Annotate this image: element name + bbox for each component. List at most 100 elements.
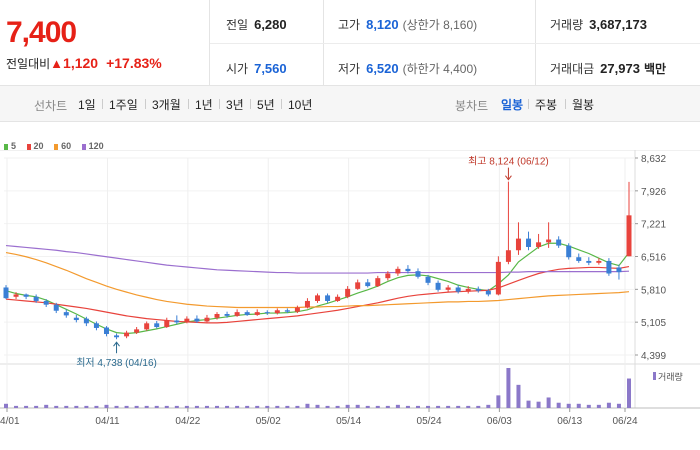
volume-bar	[134, 405, 139, 408]
volume-bar	[275, 405, 280, 408]
volume-bar	[526, 400, 531, 408]
candle-body	[274, 310, 280, 314]
divider	[102, 99, 103, 109]
volume-bar	[265, 405, 270, 408]
candle-body	[184, 318, 190, 323]
candle-body	[23, 294, 29, 297]
min-annotation: 최저 4,738 (04/16)	[76, 357, 157, 369]
candle-body	[596, 260, 602, 263]
ma-legend-label: 20	[33, 141, 44, 151]
divider	[210, 43, 700, 44]
candle-body	[254, 312, 260, 315]
volume-bar	[225, 405, 230, 408]
max-arrow-icon	[505, 175, 512, 181]
candle-daily-button[interactable]: 일봉	[501, 98, 524, 112]
volume-bar	[24, 405, 29, 408]
candle-body	[576, 257, 582, 261]
volume-bar	[566, 403, 571, 408]
divider	[281, 99, 282, 109]
candle-body	[154, 323, 160, 328]
volume-legend-swatch	[653, 372, 656, 380]
candle-body	[355, 282, 361, 289]
volume-bar	[586, 404, 591, 408]
candle-body	[335, 296, 341, 301]
ma120-swatch-icon	[81, 143, 86, 150]
period-3m-button[interactable]: 3개월	[152, 98, 181, 112]
candle-body	[294, 307, 300, 312]
volume-bar	[245, 405, 250, 408]
x-tick-label: 05/24	[417, 416, 442, 427]
candle-body	[395, 268, 401, 274]
open-value: 7,560	[254, 61, 287, 76]
volume-label: 거래량	[658, 371, 683, 382]
candle-body	[465, 288, 471, 292]
volume-bar	[174, 405, 179, 408]
volume-bar	[335, 405, 340, 408]
volume-bar	[627, 378, 631, 408]
period-3y-button[interactable]: 3년	[226, 98, 244, 112]
period-1y-button[interactable]: 1년	[195, 98, 213, 112]
period-10y-button[interactable]: 10년	[288, 98, 313, 112]
high-label: 고가	[338, 18, 361, 32]
volume-bar	[446, 405, 451, 408]
candle-body	[606, 260, 612, 274]
candle-body	[566, 245, 572, 258]
volume-bar	[305, 403, 310, 408]
high-stat: 고가 8,120 (상한가 8,160)	[338, 16, 477, 33]
volume-bar	[516, 384, 521, 408]
volume-bar	[345, 404, 350, 408]
price-box: 7,400 전일대비▲1,120 +17.83%	[0, 0, 210, 86]
candle-body	[345, 288, 351, 297]
x-tick-label: 05/02	[256, 416, 281, 427]
period-1w-button[interactable]: 1주일	[109, 98, 138, 112]
candle-body	[174, 320, 180, 323]
volume-bar	[124, 405, 129, 408]
ma-legend-label: 60	[61, 141, 72, 151]
volume-bar	[144, 405, 149, 408]
volume-bar	[64, 405, 69, 408]
ma-legend-item: 5	[4, 141, 16, 151]
volume-bar	[546, 397, 551, 408]
volume-bar	[436, 405, 441, 408]
candle-body	[164, 320, 170, 328]
candle-body	[43, 300, 49, 305]
x-tick-label: 06/24	[612, 416, 637, 427]
period-1d-button[interactable]: 1일	[78, 98, 96, 112]
candle-body	[546, 239, 552, 243]
x-tick-label: 05/14	[336, 416, 361, 427]
candle-body	[526, 238, 532, 247]
volume-bar	[375, 405, 380, 408]
volume-bar	[536, 401, 541, 408]
candle-weekly-button[interactable]: 주봉	[535, 98, 558, 112]
candle-body	[475, 288, 481, 291]
volume-bar	[355, 404, 360, 408]
volume-bar	[34, 405, 39, 408]
volume-bar	[476, 405, 481, 408]
volume-stat: 거래량 3,687,173	[550, 16, 647, 33]
candle-body	[495, 261, 501, 295]
divider	[528, 99, 529, 109]
volume-bar	[215, 405, 220, 408]
candle-body	[365, 282, 371, 287]
volume-bar	[204, 405, 209, 408]
volume-bar	[54, 405, 59, 408]
period-5y-button[interactable]: 5년	[257, 98, 275, 112]
volume-bar	[295, 405, 300, 408]
ma20-swatch-icon	[26, 143, 31, 150]
candle-body	[103, 327, 109, 335]
ma-line-5	[5, 242, 630, 335]
ma5-swatch-icon	[4, 143, 8, 150]
candle-body	[63, 312, 69, 316]
volume-bar	[395, 404, 400, 408]
candle-body	[415, 271, 421, 277]
candle-body	[13, 294, 19, 297]
y-tick-label: 7,221	[641, 220, 666, 231]
candle-body	[224, 313, 230, 316]
candle-body	[284, 310, 290, 312]
volume-bar	[456, 405, 461, 408]
candle-monthly-button[interactable]: 월봉	[572, 98, 595, 112]
chart-toolbar: 선차트 1일 1주일 3개월 1년 3년 5년 10년 봉차트 일봉 주봉 월봉	[0, 86, 700, 122]
volume-value: 3,687,173	[589, 17, 647, 32]
volume-bar	[255, 405, 260, 408]
volume-bar	[576, 403, 581, 408]
